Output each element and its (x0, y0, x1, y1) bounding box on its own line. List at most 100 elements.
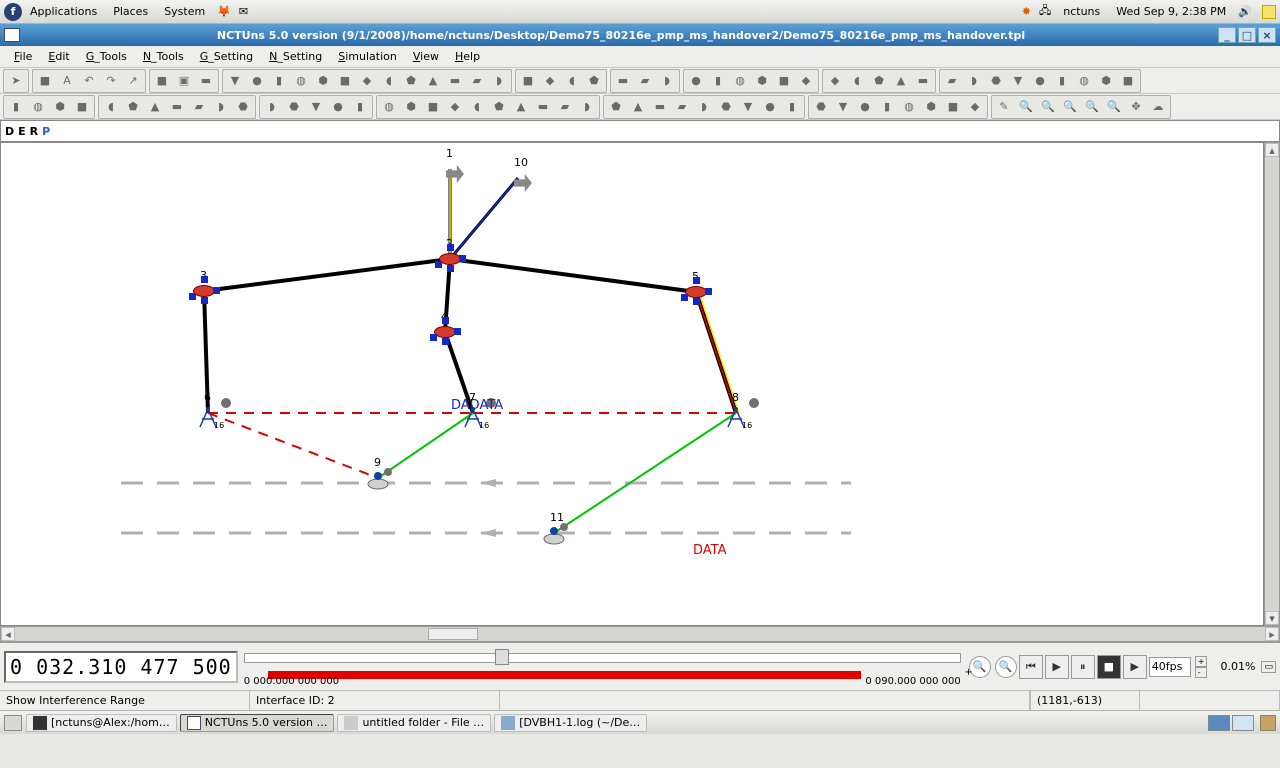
tool-generic[interactable]: ▲ (890, 71, 912, 91)
tool-generic[interactable]: ⬣ (810, 97, 832, 117)
tool-generic[interactable]: ⬟ (400, 71, 422, 91)
menu-view[interactable]: View (405, 50, 447, 63)
tool-generic[interactable]: ● (327, 97, 349, 117)
tool-generic[interactable]: ▮ (781, 97, 803, 117)
tool-generic[interactable]: ▰ (466, 71, 488, 91)
tool-generic[interactable]: ▮ (876, 97, 898, 117)
tool-generic[interactable]: ■ (334, 71, 356, 91)
tool-generic[interactable]: ◖ (466, 97, 488, 117)
hscroll-thumb[interactable] (428, 628, 478, 640)
fps-up[interactable]: + (1195, 656, 1208, 667)
tool-text[interactable]: A (56, 71, 78, 91)
tool-generic[interactable]: ◍ (729, 71, 751, 91)
tool-generic[interactable]: ▬ (612, 71, 634, 91)
trash-icon[interactable] (1260, 715, 1276, 731)
tool-generic[interactable]: ▲ (510, 97, 532, 117)
tool-generic[interactable]: ⬣ (985, 71, 1007, 91)
tool-generic[interactable]: ▬ (912, 71, 934, 91)
applications-menu[interactable]: Applications (22, 5, 105, 18)
menu-gtools[interactable]: G_Tools (78, 50, 135, 63)
tool-generic[interactable]: ▰ (941, 71, 963, 91)
fps-input[interactable] (1149, 657, 1191, 677)
tool-generic[interactable]: ▰ (188, 97, 210, 117)
scroll-left-icon[interactable]: ◂ (1, 627, 15, 641)
horizontal-scrollbar[interactable]: ◂ ▸ (0, 626, 1280, 642)
skip-back-button[interactable]: ⏮ (1019, 655, 1043, 679)
tool-generic[interactable]: ◗ (261, 97, 283, 117)
tool-redo[interactable]: ↷ (100, 71, 122, 91)
skip-fwd-button[interactable]: ▶ (1123, 655, 1147, 679)
tool-generic[interactable]: ◆ (356, 71, 378, 91)
tool-shape[interactable]: ■ (34, 71, 56, 91)
show-desktop-icon[interactable] (4, 715, 22, 731)
tool-generic[interactable]: ◗ (963, 71, 985, 91)
menu-simulation[interactable]: Simulation (330, 50, 405, 63)
tool-generic[interactable]: ▬ (444, 71, 466, 91)
tool-generic[interactable]: ■ (517, 71, 539, 91)
tool-generic[interactable]: ◍ (27, 97, 49, 117)
tool-generic[interactable]: ■ (422, 97, 444, 117)
clock[interactable]: Wed Sep 9, 2:38 PM (1108, 5, 1234, 18)
tool-cloud[interactable]: ☁ (1147, 97, 1169, 117)
router-node[interactable] (685, 286, 707, 298)
tool-generic[interactable]: ▮ (707, 71, 729, 91)
tool-generic[interactable]: ⬢ (49, 97, 71, 117)
tool-generic[interactable]: ⬢ (312, 71, 334, 91)
zoom-in-icon[interactable]: 🔍 (1015, 97, 1037, 117)
tool-generic[interactable]: ▮ (1051, 71, 1073, 91)
scroll-up-icon[interactable]: ▴ (1265, 143, 1279, 157)
menu-ntools[interactable]: N_Tools (135, 50, 192, 63)
tool-generic[interactable]: ◍ (378, 97, 400, 117)
tool-generic[interactable]: ▲ (627, 97, 649, 117)
tool-generic[interactable]: ■ (773, 71, 795, 91)
vertical-scrollbar[interactable]: ▴ ▾ (1264, 142, 1280, 626)
tool-generic[interactable]: ◆ (824, 71, 846, 91)
tool-generic[interactable]: ◖ (378, 71, 400, 91)
time-plus[interactable]: + (964, 667, 972, 678)
tool-generic[interactable]: ⬟ (583, 71, 605, 91)
tool-generic[interactable]: ● (759, 97, 781, 117)
places-menu[interactable]: Places (105, 5, 156, 18)
mode-r[interactable]: R (30, 125, 42, 138)
stop-button[interactable]: ■ (1097, 655, 1121, 679)
tool-generic[interactable]: ◗ (656, 71, 678, 91)
tool-generic[interactable]: ⬢ (1095, 71, 1117, 91)
tool-generic[interactable]: ◆ (444, 97, 466, 117)
tool-generic[interactable]: ▰ (634, 71, 656, 91)
tool-generic[interactable]: ▬ (532, 97, 554, 117)
pause-button[interactable]: ⏸ (1071, 655, 1095, 679)
tool-generic[interactable]: ◗ (488, 71, 510, 91)
tool-generic[interactable]: ◖ (561, 71, 583, 91)
tool-generic[interactable]: ◆ (964, 97, 986, 117)
time-thumb[interactable] (495, 649, 509, 665)
tool-generic[interactable]: ▼ (1007, 71, 1029, 91)
tool-generic[interactable]: ◖ (100, 97, 122, 117)
tool-generic[interactable]: ◍ (1073, 71, 1095, 91)
tool-generic[interactable]: ● (246, 71, 268, 91)
tool-move[interactable]: ✥ (1125, 97, 1147, 117)
zoom-fit-icon[interactable]: 🔍 (1059, 97, 1081, 117)
tool-generic[interactable]: ● (854, 97, 876, 117)
fps-down[interactable]: - (1195, 667, 1208, 678)
tool-generic[interactable]: ▬ (166, 97, 188, 117)
tool-generic[interactable]: ▮ (5, 97, 27, 117)
tool-generic[interactable]: ⬣ (232, 97, 254, 117)
router-node[interactable] (193, 285, 215, 297)
time-track[interactable]: 0 000.000 000 000 0 090.000 000 000 + (244, 647, 961, 687)
tool-generic[interactable]: ▮ (349, 97, 371, 117)
menu-edit[interactable]: Edit (40, 50, 77, 63)
zoom-out-icon[interactable]: 🔍 (1037, 97, 1059, 117)
tool-generic[interactable]: ⬟ (488, 97, 510, 117)
workspace-2[interactable] (1232, 715, 1254, 731)
tool-generic[interactable]: ⬣ (283, 97, 305, 117)
workspace-1[interactable] (1208, 715, 1230, 731)
sticky-note-icon[interactable] (1262, 5, 1276, 19)
tool-generic[interactable]: ◗ (576, 97, 598, 117)
scroll-down-icon[interactable]: ▾ (1265, 611, 1279, 625)
tool-generic[interactable]: ◍ (290, 71, 312, 91)
tool-generic[interactable]: ▼ (224, 71, 246, 91)
fedora-logo-icon[interactable]: f (4, 3, 22, 21)
tool-generic[interactable]: ■ (1117, 71, 1139, 91)
menu-nsetting[interactable]: N_Setting (261, 50, 330, 63)
tool-generic[interactable]: ⬢ (400, 97, 422, 117)
